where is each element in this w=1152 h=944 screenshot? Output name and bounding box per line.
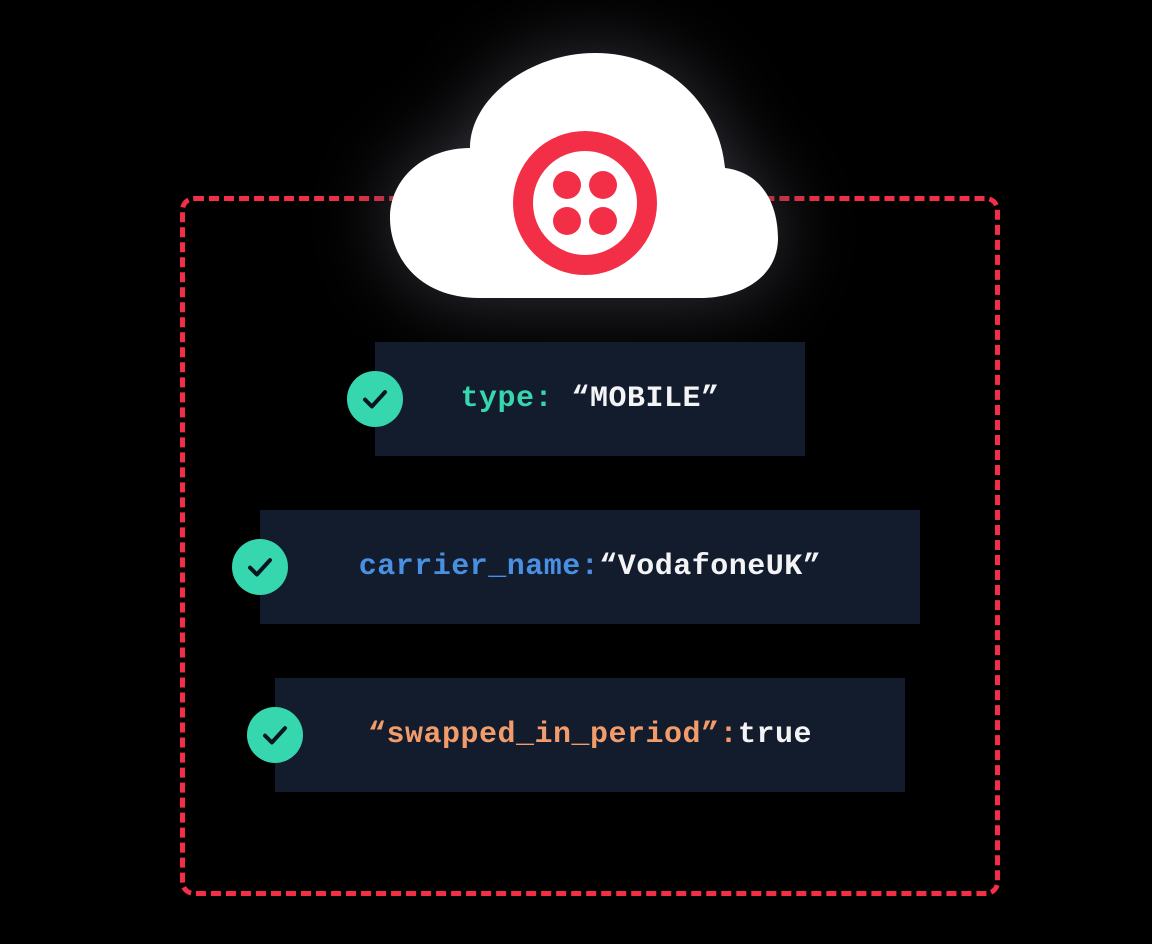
cloud-logo — [370, 38, 790, 328]
check-icon — [232, 539, 288, 595]
attribute-key: “swapped_in_period”: — [368, 718, 738, 752]
attribute-value: “VodafoneUK” — [599, 550, 821, 584]
check-icon — [347, 371, 403, 427]
attribute-card: “swapped_in_period”:true — [275, 678, 905, 792]
attribute-card: type: “MOBILE” — [375, 342, 805, 456]
attribute-card: carrier_name:“VodafoneUK” — [260, 510, 920, 624]
cloud-icon — [370, 38, 790, 328]
attribute-value: true — [738, 718, 812, 752]
attribute-value: “MOBILE” — [572, 382, 720, 416]
check-icon — [247, 707, 303, 763]
attribute-list: type: “MOBILE”carrier_name:“VodafoneUK”“… — [200, 342, 980, 792]
separator — [553, 382, 572, 416]
attribute-key: type: — [460, 382, 553, 416]
attribute-key: carrier_name: — [359, 550, 600, 584]
